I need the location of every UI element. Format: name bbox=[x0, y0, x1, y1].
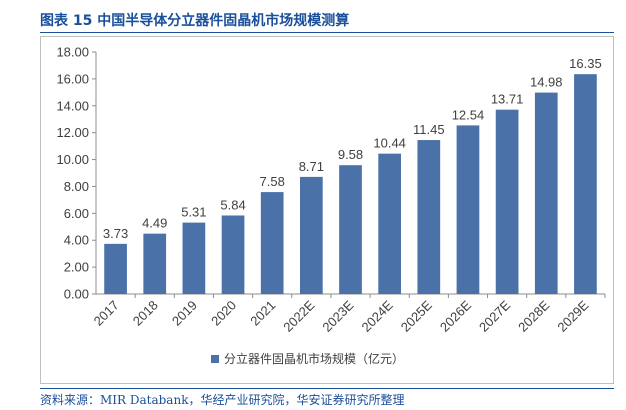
data-label: 13.71 bbox=[491, 92, 524, 107]
bar bbox=[417, 140, 441, 294]
x-tick-label: 2020 bbox=[208, 298, 239, 329]
y-tick-label: 12.00 bbox=[56, 125, 89, 140]
y-tick-label: 10.00 bbox=[56, 152, 89, 167]
bar bbox=[104, 243, 127, 294]
bar bbox=[143, 233, 167, 294]
data-label: 8.71 bbox=[299, 159, 324, 174]
y-tick-label: 14.00 bbox=[56, 98, 89, 113]
bar bbox=[299, 176, 323, 294]
bar bbox=[339, 165, 362, 294]
bar bbox=[456, 125, 480, 294]
data-label: 3.73 bbox=[103, 226, 128, 241]
data-label: 5.31 bbox=[181, 205, 206, 220]
bar bbox=[534, 92, 558, 294]
chart-frame: 0.00 2.00 4.00 6.00 8.00 10.00 12.00 14.00 16.00… bbox=[40, 36, 614, 384]
y-tick-label: 2.00 bbox=[64, 260, 89, 275]
bar bbox=[495, 109, 519, 294]
y-tick-label: 8.00 bbox=[64, 179, 89, 194]
x-tick-label: 2027E bbox=[476, 297, 513, 334]
figure-title: 图表 15 中国半导体分立器件固晶机市场规模测算 bbox=[40, 13, 350, 29]
bar bbox=[182, 222, 206, 294]
footer-divider bbox=[40, 388, 614, 389]
bar-chart: 0.00 2.00 4.00 6.00 8.00 10.00 12.00 14.00 16.00… bbox=[56, 45, 606, 366]
source-note: 资料来源：MIR Databank，华经产业研究院，华安证券研究所整理 bbox=[40, 393, 405, 407]
x-tick-label: 2025E bbox=[398, 297, 435, 334]
data-label: 5.84 bbox=[220, 197, 245, 212]
x-tick-label: 2026E bbox=[437, 297, 474, 334]
title-divider bbox=[40, 32, 614, 33]
bar bbox=[378, 153, 402, 294]
legend-label: 分立器件固晶机市场规模（亿元） bbox=[224, 351, 404, 366]
data-label: 7.58 bbox=[260, 174, 285, 189]
data-label: 4.49 bbox=[142, 216, 167, 231]
x-tick-label: 2023E bbox=[319, 297, 356, 334]
y-tick-label: 16.00 bbox=[56, 71, 89, 86]
data-label: 16.35 bbox=[569, 56, 602, 71]
x-tick-label: 2029E bbox=[554, 297, 591, 334]
legend-swatch bbox=[211, 355, 219, 363]
y-tick-label: 4.00 bbox=[64, 233, 89, 248]
x-tick-label: 2018 bbox=[130, 298, 161, 329]
y-tick-label: 6.00 bbox=[64, 206, 89, 221]
y-tick-label: 0.00 bbox=[64, 287, 89, 302]
bar bbox=[221, 215, 245, 294]
bar bbox=[260, 192, 284, 294]
data-label: 11.45 bbox=[413, 122, 445, 137]
data-label: 14.98 bbox=[530, 75, 563, 90]
data-label: 12.54 bbox=[452, 107, 485, 122]
x-tick-label: 2017 bbox=[91, 298, 122, 329]
x-tick-label: 2021 bbox=[247, 298, 278, 329]
x-tick-label: 2024E bbox=[359, 297, 396, 334]
x-tick-label: 2019 bbox=[169, 298, 200, 329]
data-label: 9.58 bbox=[338, 147, 363, 162]
x-tick-label: 2022E bbox=[280, 297, 317, 334]
bar bbox=[574, 74, 597, 294]
y-tick-label: 18.00 bbox=[56, 45, 89, 60]
x-tick-label: 2028E bbox=[515, 297, 552, 334]
data-label: 10.44 bbox=[373, 136, 406, 151]
figure-header: 图表 15 中国半导体分立器件固晶机市场规模测算 bbox=[0, 6, 626, 33]
